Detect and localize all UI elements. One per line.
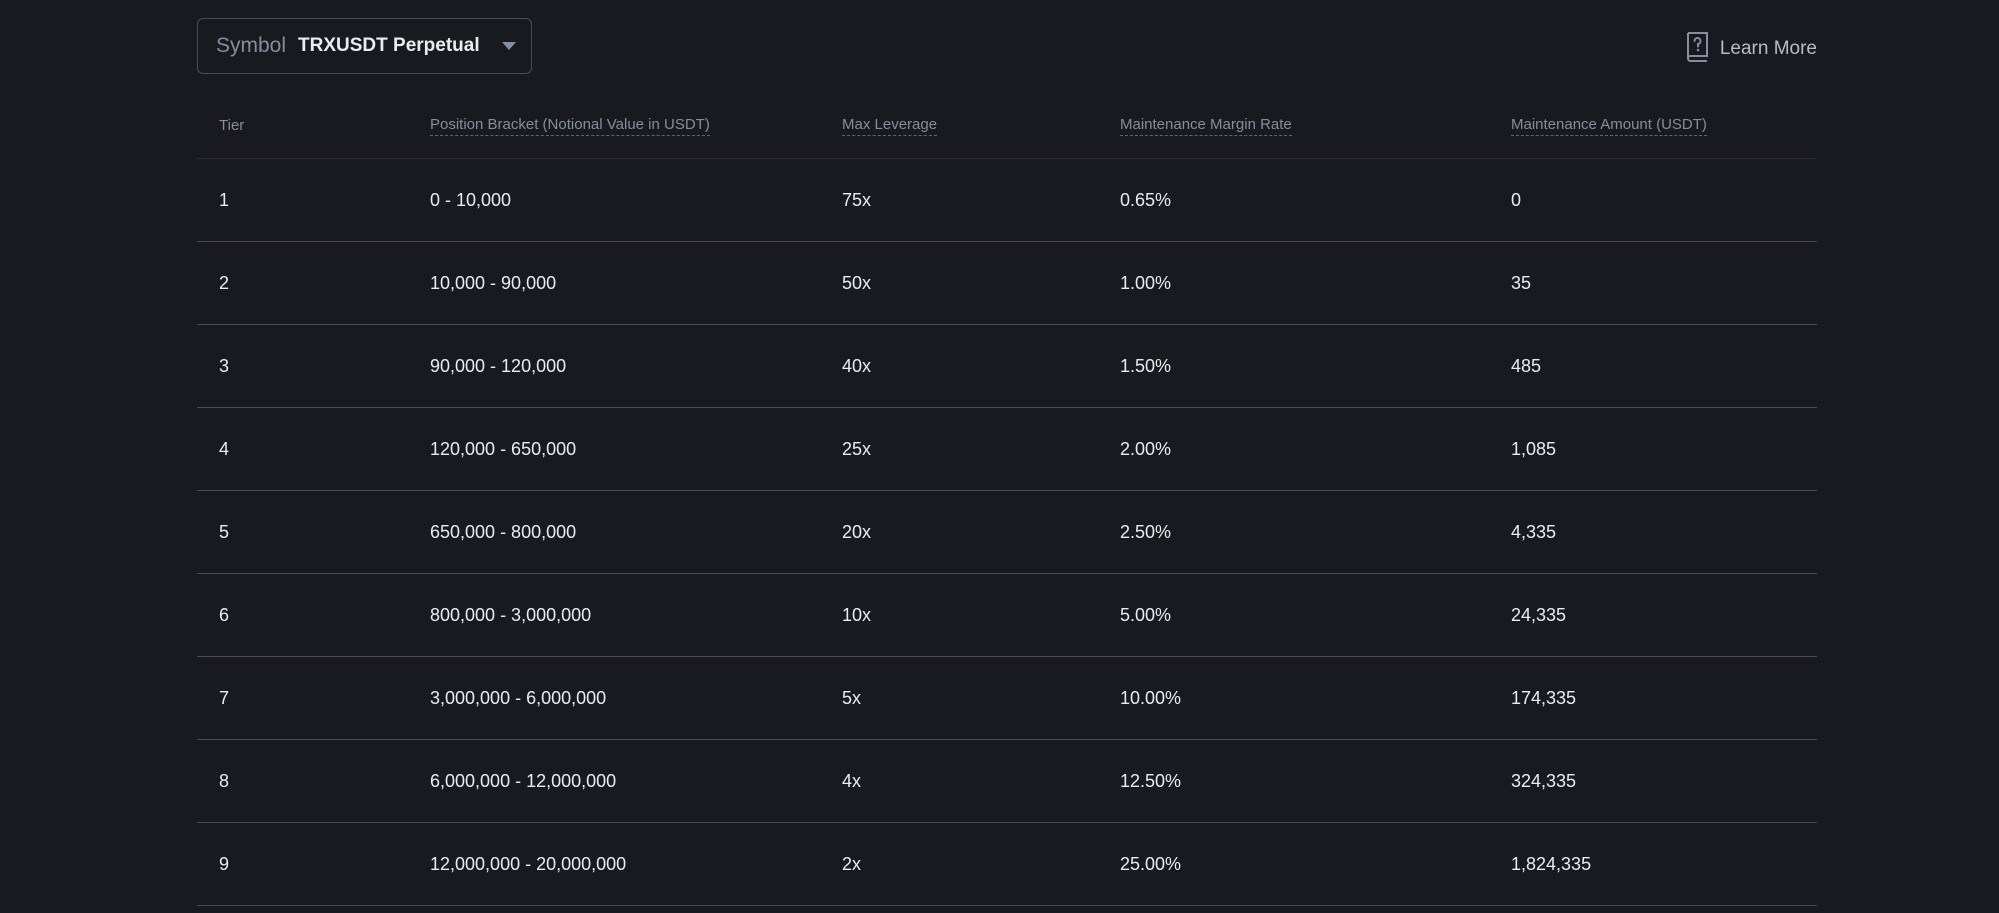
- header-maintenance-margin-rate[interactable]: Maintenance Margin Rate: [1120, 93, 1511, 159]
- symbol-value: TRXUSDT Perpetual: [298, 35, 480, 56]
- position-bracket-cell: 650,000 - 800,000: [430, 490, 842, 574]
- maintenance-amount-cell: 324,335: [1511, 739, 1817, 823]
- maintenance-margin-rate-cell: 25.00%: [1120, 822, 1511, 906]
- table-header-row: Tier Position Bracket (Notional Value in…: [197, 93, 1817, 159]
- maintenance-amount-cell: 0: [1511, 158, 1817, 242]
- table-row: 3 90,000 - 120,000 40x 1.50% 485: [197, 324, 1817, 408]
- max-leverage-cell: 75x: [842, 158, 1120, 242]
- leverage-margin-panel: Symbol TRXUSDT Perpetual Learn More Tier: [197, 0, 1817, 906]
- learn-more-link[interactable]: Learn More: [1684, 30, 1817, 67]
- position-bracket-cell: 120,000 - 650,000: [430, 407, 842, 491]
- maintenance-margin-rate-cell: 2.00%: [1120, 407, 1511, 491]
- table-row: 2 10,000 - 90,000 50x 1.00% 35: [197, 241, 1817, 325]
- header-max-leverage-label: Max Leverage: [842, 116, 938, 136]
- max-leverage-cell: 50x: [842, 241, 1120, 325]
- maintenance-amount-cell: 485: [1511, 324, 1817, 408]
- max-leverage-cell: 25x: [842, 407, 1120, 491]
- max-leverage-cell: 4x: [842, 739, 1120, 823]
- maintenance-amount-cell: 24,335: [1511, 573, 1817, 657]
- max-leverage-cell: 10x: [842, 573, 1120, 657]
- symbol-dropdown[interactable]: Symbol TRXUSDT Perpetual: [197, 18, 532, 74]
- header-maintenance-amount[interactable]: Maintenance Amount (USDT): [1511, 93, 1817, 159]
- maintenance-margin-rate-cell: 0.65%: [1120, 158, 1511, 242]
- position-bracket-cell: 6,000,000 - 12,000,000: [430, 739, 842, 823]
- header-tier: Tier: [197, 93, 430, 159]
- header-maintenance-amount-label: Maintenance Amount (USDT): [1511, 116, 1707, 136]
- maintenance-margin-rate-cell: 2.50%: [1120, 490, 1511, 574]
- tier-cell: 1: [197, 158, 430, 242]
- tier-cell: 8: [197, 739, 430, 823]
- header-maintenance-margin-rate-label: Maintenance Margin Rate: [1120, 116, 1292, 136]
- position-bracket-cell: 90,000 - 120,000: [430, 324, 842, 408]
- maintenance-amount-cell: 4,335: [1511, 490, 1817, 574]
- help-book-icon: [1684, 30, 1712, 67]
- maintenance-amount-cell: 174,335: [1511, 656, 1817, 740]
- caret-down-icon: [501, 42, 516, 50]
- leverage-tier-table: Tier Position Bracket (Notional Value in…: [197, 93, 1817, 906]
- max-leverage-cell: 5x: [842, 656, 1120, 740]
- position-bracket-cell: 800,000 - 3,000,000: [430, 573, 842, 657]
- table-body: 1 0 - 10,000 75x 0.65% 0 2 10,000 - 90,0…: [197, 158, 1817, 906]
- header-position-bracket-label: Position Bracket (Notional Value in USDT…: [430, 116, 710, 136]
- max-leverage-cell: 20x: [842, 490, 1120, 574]
- tier-cell: 7: [197, 656, 430, 740]
- tier-cell: 3: [197, 324, 430, 408]
- maintenance-amount-cell: 1,085: [1511, 407, 1817, 491]
- table-row: 1 0 - 10,000 75x 0.65% 0: [197, 158, 1817, 242]
- maintenance-margin-rate-cell: 10.00%: [1120, 656, 1511, 740]
- maintenance-margin-rate-cell: 5.00%: [1120, 573, 1511, 657]
- tier-cell: 6: [197, 573, 430, 657]
- header-position-bracket[interactable]: Position Bracket (Notional Value in USDT…: [430, 93, 842, 159]
- maintenance-amount-cell: 35: [1511, 241, 1817, 325]
- maintenance-margin-rate-cell: 12.50%: [1120, 739, 1511, 823]
- position-bracket-cell: 12,000,000 - 20,000,000: [430, 822, 842, 906]
- maintenance-amount-cell: 1,824,335: [1511, 822, 1817, 906]
- tier-cell: 5: [197, 490, 430, 574]
- learn-more-label: Learn More: [1719, 37, 1817, 59]
- symbol-label: Symbol: [216, 34, 287, 57]
- maintenance-margin-rate-cell: 1.50%: [1120, 324, 1511, 408]
- tier-cell: 2: [197, 241, 430, 325]
- max-leverage-cell: 40x: [842, 324, 1120, 408]
- header-max-leverage[interactable]: Max Leverage: [842, 93, 1120, 159]
- header-tier-label: Tier: [219, 117, 245, 134]
- table-row: 5 650,000 - 800,000 20x 2.50% 4,335: [197, 490, 1817, 574]
- position-bracket-cell: 3,000,000 - 6,000,000: [430, 656, 842, 740]
- table-row: 7 3,000,000 - 6,000,000 5x 10.00% 174,33…: [197, 656, 1817, 740]
- tier-cell: 4: [197, 407, 430, 491]
- table-row: 9 12,000,000 - 20,000,000 2x 25.00% 1,82…: [197, 822, 1817, 906]
- maintenance-margin-rate-cell: 1.00%: [1120, 241, 1511, 325]
- toolbar: Symbol TRXUSDT Perpetual Learn More: [197, 0, 1817, 93]
- position-bracket-cell: 10,000 - 90,000: [430, 241, 842, 325]
- tier-cell: 9: [197, 822, 430, 906]
- max-leverage-cell: 2x: [842, 822, 1120, 906]
- table-row: 8 6,000,000 - 12,000,000 4x 12.50% 324,3…: [197, 739, 1817, 823]
- position-bracket-cell: 0 - 10,000: [430, 158, 842, 242]
- table-row: 6 800,000 - 3,000,000 10x 5.00% 24,335: [197, 573, 1817, 657]
- table-row: 4 120,000 - 650,000 25x 2.00% 1,085: [197, 407, 1817, 491]
